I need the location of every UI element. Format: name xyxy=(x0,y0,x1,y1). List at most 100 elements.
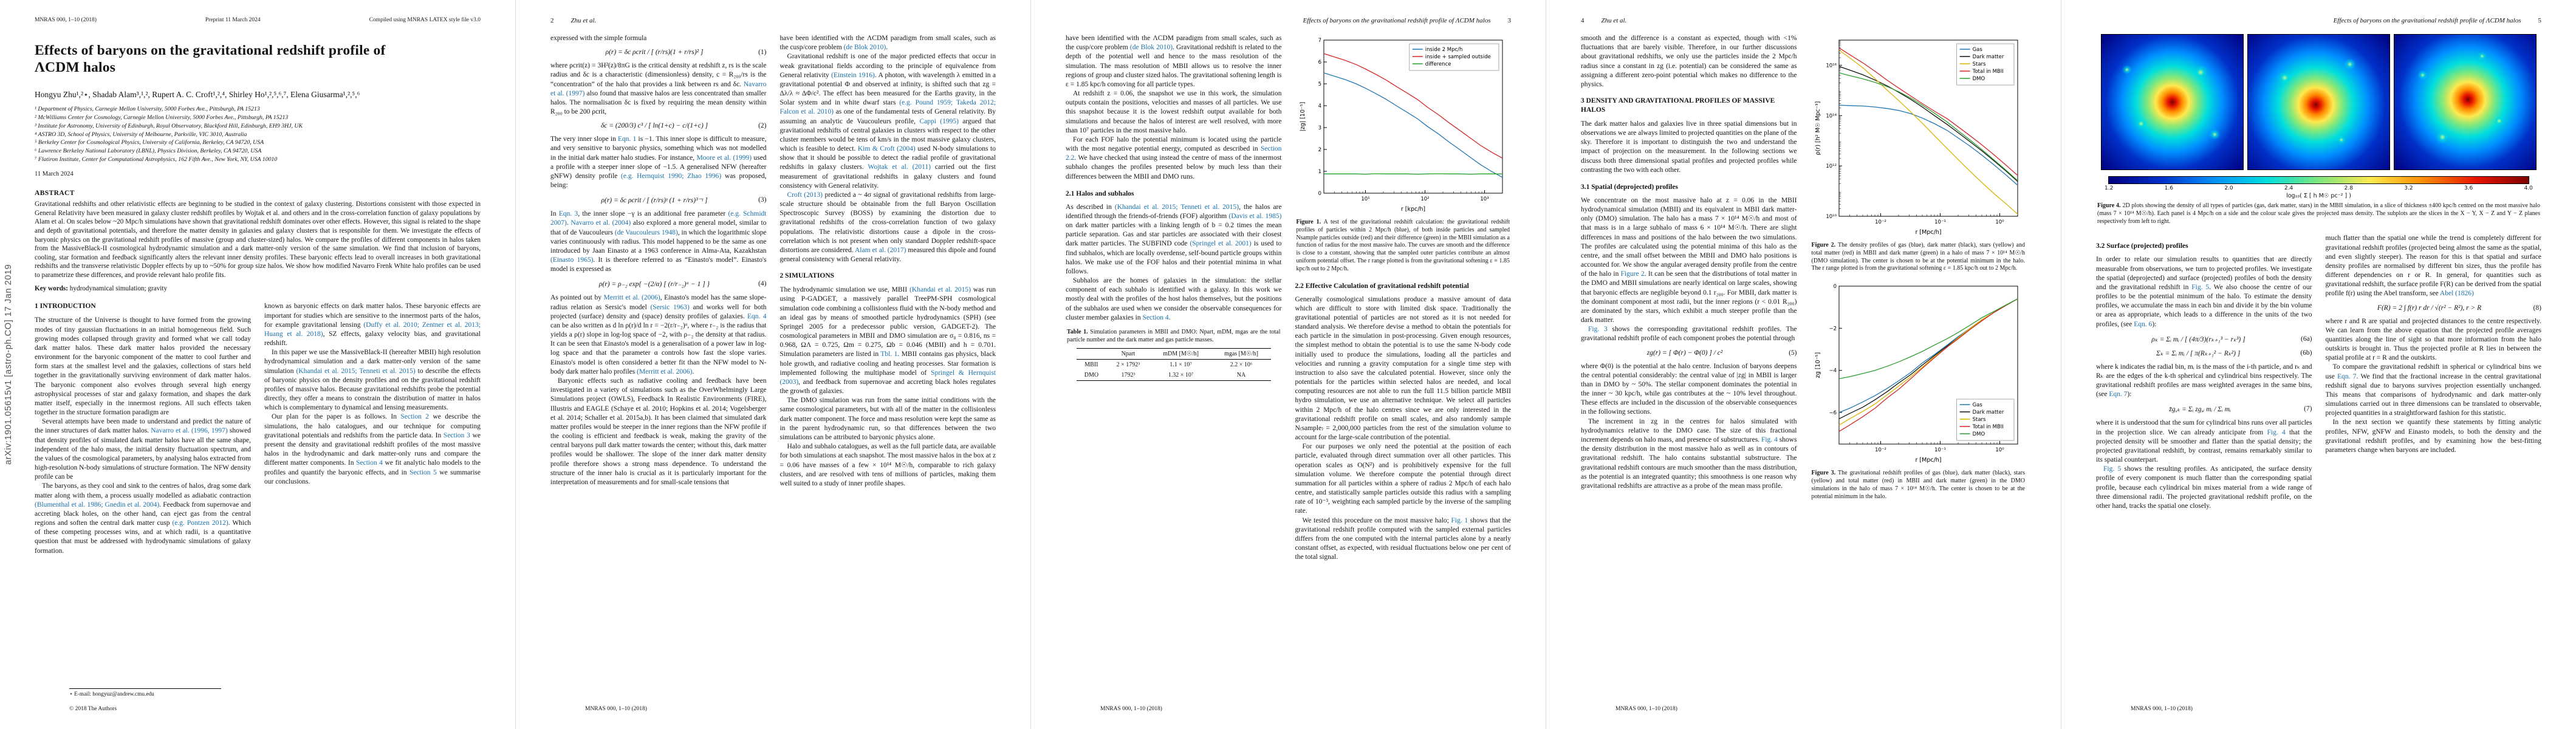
section-heading: 2 SIMULATIONS xyxy=(779,272,835,280)
column-left: smooth and the difference is a constant … xyxy=(1581,34,1797,691)
citation-link[interactable]: (Davis et al. 1985) xyxy=(1228,212,1282,220)
journal-ref: MNRAS 000, 1–10 (2018) xyxy=(1100,706,1162,712)
internal-ref-link[interactable]: Fig. 5 xyxy=(2191,283,2210,291)
citation-link[interactable]: Wojtak et al. (2011) xyxy=(868,163,931,171)
citation-link[interactable]: Merritt et al. (2006) xyxy=(603,294,660,302)
internal-ref-link[interactable]: Fig. 5 xyxy=(2103,465,2122,473)
citation-link[interactable]: (e.g. Pound 1959; Takeda 2012; Falcon et… xyxy=(779,99,996,116)
citation-link[interactable]: Navarro et al. (1996, 1997) xyxy=(151,427,228,435)
citation-link[interactable]: Cappi (1995) xyxy=(919,117,959,125)
internal-ref-link[interactable]: Eqn. 6 xyxy=(2134,320,2153,328)
subsection-heading: 3.1 Spatial (deprojected) profiles xyxy=(1581,183,1678,191)
citation-link[interactable]: (e.g. Schmidt 2007) xyxy=(550,210,767,227)
svg-text:0: 0 xyxy=(1833,284,1836,290)
subsection-heading: 2.1 Halos and subhalos xyxy=(1066,190,1134,197)
citation-link[interactable]: Abel (1826) xyxy=(2439,290,2474,298)
series-dark-matter xyxy=(1838,66,2018,182)
affiliations: ¹ Department of Physics, Carnegie Mellon… xyxy=(35,105,481,163)
paragraph: We tested this procedure on the most mas… xyxy=(1295,516,1512,561)
internal-ref-link[interactable]: Fig. 1 xyxy=(1451,516,1468,524)
paragraph: much flatter than the spatial one while … xyxy=(2325,234,2542,298)
series-gas xyxy=(1838,104,2018,186)
citation-link[interactable]: Croft (2013) xyxy=(787,191,823,199)
section-heading: 3 DENSITY AND GRAVITATIONAL PROFILES OF … xyxy=(1581,97,1775,114)
equation-body: ρ(r) = δc ρcrit / [ (r/rs)(1 + r/rs)² ] xyxy=(605,49,704,56)
internal-ref-link[interactable]: Section 3 xyxy=(443,431,470,439)
y-axis-label: zg [10⁻⁵] xyxy=(1815,352,1821,378)
equation-body: ρ(r) = δc ρcrit / [ (r/rs)ᵞ (1 + r/rs)³⁻… xyxy=(601,197,708,205)
citation-link[interactable]: Alam et al. (2017) xyxy=(854,246,906,254)
internal-ref-link[interactable]: Tbl. 1 xyxy=(880,351,898,358)
internal-ref-link[interactable]: Eqn. 7 xyxy=(2337,372,2357,380)
internal-ref-link[interactable]: Section 5 xyxy=(409,468,437,476)
column-right: have been identified with the ΛCDM parad… xyxy=(780,34,996,691)
svg-text:Dark matter: Dark matter xyxy=(1972,409,2004,416)
paragraph: In Eqn. 3, the inner slope −γ is an addi… xyxy=(550,210,767,273)
svg-text:Gas: Gas xyxy=(1972,47,1982,53)
subsection-heading: 2.2 Effective Calculation of gravitation… xyxy=(1295,282,1469,290)
paragraph: The very inner slope in Eqn. 1 is −1. Th… xyxy=(550,135,767,190)
internal-ref-link[interactable]: Section 2 xyxy=(400,413,430,421)
running-authors: Zhu et al. xyxy=(570,17,597,24)
paragraph: where r and R are spatial and projected … xyxy=(2325,317,2542,362)
series-dmo xyxy=(1838,298,2018,380)
halo-density-panel-x-y xyxy=(2101,34,2244,170)
date-line: 11 March 2024 xyxy=(35,171,74,178)
halo-density-panel-x-z xyxy=(2247,34,2390,170)
internal-ref-link[interactable]: Figure 2 xyxy=(1620,270,1645,278)
citation-link[interactable]: (e.g. Pontzen 2012) xyxy=(172,519,228,527)
equation-body: Σₖ = Σᵢ mᵢ / [ π(Rₖ₊₁² − Rₖ²) ] xyxy=(2156,349,2241,357)
equation-body: ρ(r) = ρ₋₂ exp{ −(2/α) [ (r/r₋₂)ᵅ − 1 ] … xyxy=(598,281,710,289)
citation-link[interactable]: (Springel et al. 2001) xyxy=(1190,240,1252,248)
internal-ref-link[interactable]: Section 4 xyxy=(1142,313,1169,321)
citation-link[interactable]: (de Blok 2010) xyxy=(843,44,886,52)
paragraph: where ρcrit(z) = 3H²(z)/8πG is the criti… xyxy=(550,62,767,116)
paragraph: To compare the gravitational redshift in… xyxy=(2325,363,2542,417)
svg-text:10³: 10³ xyxy=(1480,196,1488,202)
citation-link[interactable]: Moore et al. (1999) xyxy=(696,154,752,162)
citation-link[interactable]: (Khandai et al. 2015; Tenneti et al. 201… xyxy=(1114,203,1239,211)
internal-ref-link[interactable]: Fig. 4 xyxy=(2267,428,2286,436)
section-heading: 1 INTRODUCTION xyxy=(35,303,96,310)
citation-link[interactable]: (de Blok 2010) xyxy=(1129,44,1173,52)
author-list: Hongyu Zhu¹,²⋆, Shadab Alam³,¹,², Rupert… xyxy=(35,90,360,100)
svg-text:6: 6 xyxy=(1318,60,1321,66)
internal-ref-link[interactable]: Section 4 xyxy=(356,459,383,467)
internal-ref-link[interactable]: Fig. 3 xyxy=(1588,326,1608,334)
citation-link[interactable]: (Einstein 1916) xyxy=(831,71,875,79)
colorbar-tick: 3.2 xyxy=(2404,185,2413,191)
internal-ref-link[interactable]: Eqn. 4 xyxy=(747,312,767,320)
internal-ref-link[interactable]: Section 2.2 xyxy=(1066,145,1282,162)
series-stars xyxy=(1838,298,2018,426)
citation-link[interactable]: (Duffy et al. 2010; Zentner et al. 2013;… xyxy=(264,321,481,338)
citation-link[interactable]: Kim & Croft (2004) xyxy=(857,145,916,153)
citation-link[interactable]: (Blumenthal et al. 1986; Gnedin et al. 2… xyxy=(35,501,160,508)
citation-link[interactable]: Navarro et al. (2004) xyxy=(570,219,631,227)
running-title: Effects of baryons on the gravitational … xyxy=(2333,17,2521,24)
internal-ref-link[interactable]: Eqn. 3 xyxy=(558,210,578,218)
paragraph: have been identified with the ΛCDM parad… xyxy=(779,35,996,52)
internal-ref-link[interactable]: Eqn. 7 xyxy=(2109,391,2128,399)
citation-link[interactable]: (Sersic 1963) xyxy=(650,303,690,311)
citation-link[interactable]: Springel & Hernquist (2003) xyxy=(779,369,996,386)
display-equation: ρ(r) = δc ρcrit / [ (r/rs)(1 + r/rs)² ] (… xyxy=(550,49,767,56)
display-equation: F(R) = 2 ∫ f(r) r dr / √(r² − R²), r > R… xyxy=(2326,304,2541,312)
citation-link[interactable]: (e.g. Hernquist 1990; Zhao 1996) xyxy=(621,172,722,180)
internal-ref-link[interactable]: Fig. 4 xyxy=(1761,436,1778,443)
x-axis-label: r [Mpc/h] xyxy=(1915,229,1941,236)
internal-ref-link[interactable]: Eqn. 1 xyxy=(618,135,637,143)
citation-link[interactable]: (Khandai et al. 2015) xyxy=(909,286,971,294)
table-row: DMO 1792³ 1.32 × 10⁷ NA xyxy=(1076,369,1271,381)
svg-text:7: 7 xyxy=(1318,38,1321,44)
citation-link[interactable]: (de Vaucouleurs 1948) xyxy=(614,228,678,236)
equation-number: (6b) xyxy=(2300,349,2312,357)
citation-link[interactable]: (Einasto 1965) xyxy=(550,256,594,264)
citation-link[interactable]: (Merritt et al. 2006) xyxy=(637,368,693,375)
paragraph: The hydrodynamic simulation we use, MBII… xyxy=(779,286,996,395)
paper-title: Effects of baryons on the gravitational … xyxy=(35,43,386,75)
citation-link[interactable]: Navarro et al. (1997) xyxy=(550,80,767,97)
display-equation: ρ(r) = δc ρcrit / [ (r/rs)ᵞ (1 + r/rs)³⁻… xyxy=(550,196,766,205)
citation-link[interactable]: (Khandai et al. 2015; Tenneti et al. 201… xyxy=(296,367,416,375)
